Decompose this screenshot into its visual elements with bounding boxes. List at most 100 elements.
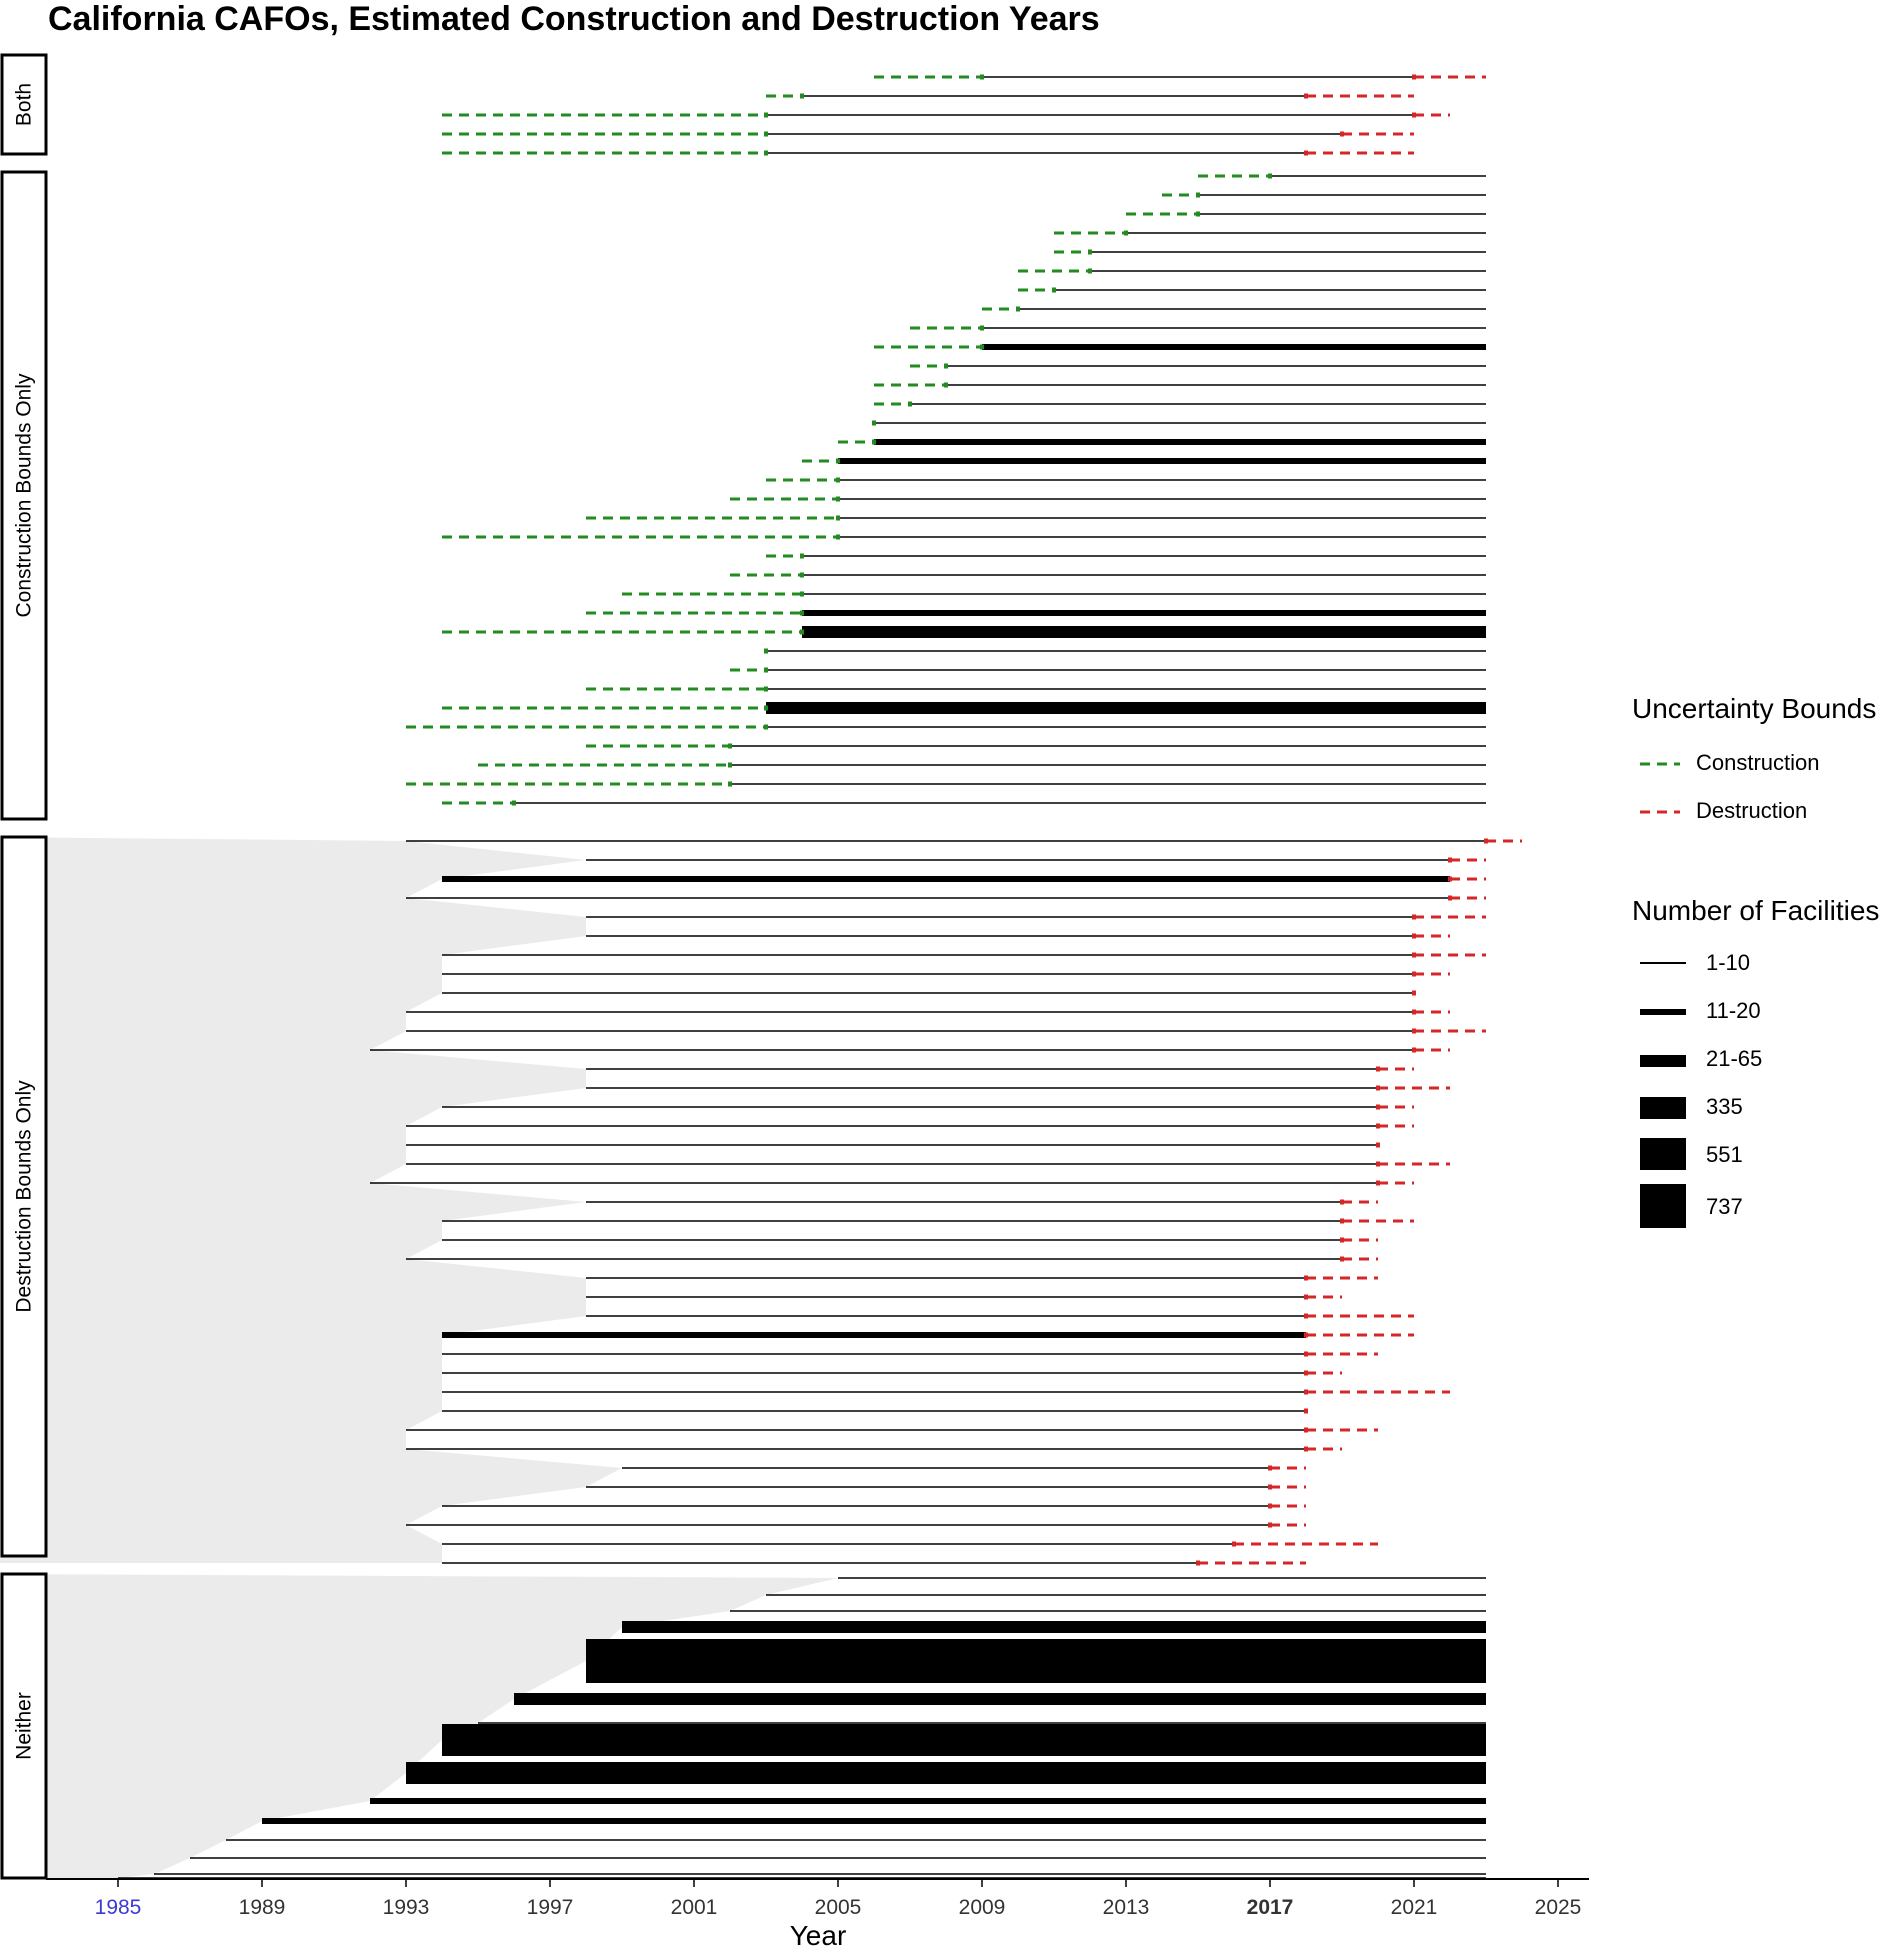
construction-bound-marker (764, 112, 768, 118)
destruction-bound-marker (1304, 1370, 1308, 1376)
x-tick-label: 1997 (527, 1896, 574, 1919)
construction-bound-marker (836, 496, 840, 502)
legend-key-21-65 (1640, 1055, 1686, 1067)
construction-bound-marker (764, 667, 768, 673)
construction-bound-marker (800, 553, 804, 559)
x-tick-label: 1989 (239, 1896, 286, 1919)
range-segment (586, 859, 1450, 861)
range-segment (586, 1315, 1306, 1317)
destruction-bound-marker (1304, 1332, 1308, 1338)
legend-key-11-20 (1640, 1009, 1686, 1015)
range-segment (442, 1391, 1306, 1393)
destruction-bound-marker (1376, 1085, 1380, 1091)
destruction-bound-marker (1412, 933, 1416, 939)
construction-bound-marker (1196, 211, 1200, 217)
range-segment (982, 76, 1414, 78)
destruction-bound-marker (1376, 1142, 1380, 1148)
x-tick-label: 2021 (1391, 1896, 1438, 1919)
construction-bound-marker (944, 363, 948, 369)
range-segment (586, 1068, 1378, 1070)
destruction-bound-marker (1376, 1104, 1380, 1110)
range-segment (802, 555, 1486, 557)
range-segment (622, 1467, 1270, 1469)
destruction-bound-marker (1340, 131, 1344, 137)
legend-key-construction (1640, 762, 1680, 766)
legend-label-construction: Construction (1696, 750, 1820, 775)
construction-bound-marker (800, 591, 804, 597)
range-segment (262, 1818, 1486, 1824)
facet-strip-label: Both (13, 83, 36, 126)
range-segment (442, 1372, 1306, 1374)
range-segment (442, 1505, 1270, 1507)
range-segment (442, 992, 1414, 994)
range-segment (910, 403, 1486, 405)
construction-bound-marker (980, 74, 984, 80)
legend-label-551: 551 (1706, 1142, 1743, 1167)
range-segment (802, 574, 1486, 576)
construction-bound-marker (764, 131, 768, 137)
construction-bound-marker (1088, 268, 1092, 274)
x-tick-label: 2013 (1103, 1896, 1150, 1919)
range-segment (586, 1296, 1306, 1298)
range-segment (586, 1639, 1486, 1683)
range-segment (406, 840, 1486, 842)
range-segment (478, 1722, 1486, 1724)
range-segment (442, 1220, 1342, 1222)
range-segment (442, 1410, 1306, 1412)
destruction-bound-marker (1304, 1427, 1308, 1433)
range-segment (406, 1163, 1378, 1165)
destruction-bound-marker (1376, 1180, 1380, 1186)
x-tick-label: 2025 (1535, 1896, 1582, 1919)
legend-key-551 (1640, 1138, 1686, 1170)
range-segment (874, 422, 1486, 424)
construction-bound-marker (728, 743, 732, 749)
range-segment (766, 702, 1486, 714)
range-segment (442, 1239, 1342, 1241)
facet-strip-label: Neither (13, 1692, 36, 1760)
range-segment (442, 1332, 1306, 1338)
x-tick-label: 1993 (383, 1896, 430, 1919)
range-segment (838, 479, 1486, 481)
range-segment (442, 973, 1414, 975)
legend-facilities-title: Number of Facilities (1632, 895, 1880, 926)
range-segment (442, 1106, 1378, 1108)
construction-bound-marker (836, 534, 840, 540)
facet-strip (0, 170, 48, 821)
construction-bound-marker (512, 800, 516, 806)
destruction-bound-marker (1376, 1066, 1380, 1072)
facet-strip (0, 835, 48, 1558)
destruction-bound-marker (1304, 150, 1308, 156)
range-segment (586, 916, 1414, 918)
range-segment (370, 1049, 1414, 1051)
destruction-bound-marker (1340, 1199, 1344, 1205)
range-segment (802, 593, 1486, 595)
range-segment (406, 1762, 1486, 1784)
destruction-bound-marker (1412, 1047, 1416, 1053)
range-segment (1054, 289, 1486, 291)
construction-bound-marker (728, 781, 732, 787)
construction-bound-marker (944, 382, 948, 388)
range-segment (838, 536, 1486, 538)
range-segment (622, 1621, 1486, 1633)
construction-bound-marker (764, 150, 768, 156)
range-segment (766, 152, 1306, 154)
x-tick-label: 2009 (959, 1896, 1006, 1919)
legend-key-destruction (1640, 810, 1680, 814)
range-segment (406, 1125, 1378, 1127)
range-segment (370, 1182, 1378, 1184)
range-segment (802, 95, 1306, 97)
range-segment (154, 1873, 1486, 1875)
range-segment (442, 1543, 1234, 1545)
range-segment (766, 133, 1342, 135)
construction-bound-marker (764, 724, 768, 730)
legend-key-1-10 (1640, 962, 1686, 964)
legend-facilities: Number of Facilities 1-10 11-20 21-65 33… (1632, 895, 1880, 1228)
panel-area-neither (0, 1574, 838, 1878)
destruction-bound-marker (1304, 1351, 1308, 1357)
destruction-bound-marker (1268, 1522, 1272, 1528)
range-segment (406, 1258, 1342, 1260)
range-segment (766, 650, 1486, 652)
facet-strip (0, 53, 48, 156)
x-tick-label: 1985 (95, 1896, 142, 1919)
legend-uncertainty-title: Uncertainty Bounds (1632, 693, 1877, 724)
